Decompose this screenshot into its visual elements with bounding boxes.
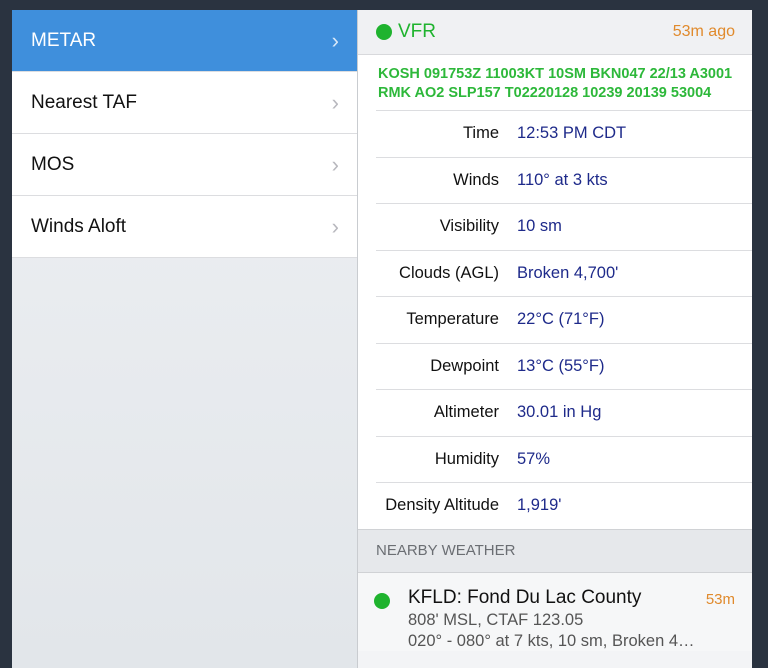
nearby-title: KFLD: Fond Du Lac County <box>408 586 642 608</box>
detail-value: 10 sm <box>517 217 562 236</box>
vfr-status-dot-icon <box>376 24 392 40</box>
detail-label: Time <box>462 124 499 143</box>
detail-label: Temperature <box>406 310 499 329</box>
detail-value: 13°C (55°F) <box>517 356 605 375</box>
nearby-weather-heading: NEARBY WEATHER <box>358 528 752 573</box>
sidebar: METAR › Nearest TAF › MOS › Winds Aloft › <box>12 10 357 668</box>
nearby-info: 808' MSL, CTAF 123.05 <box>408 610 584 629</box>
detail-row: Humidity 57% <box>376 435 752 483</box>
detail-value: 110° at 3 kts <box>517 170 608 189</box>
detail-row: Time 12:53 PM CDT <box>376 110 752 157</box>
detail-value: Broken 4,700' <box>517 263 619 282</box>
metar-details: Time 12:53 PM CDT Winds 110° at 3 kts Visibi… <box>358 110 752 529</box>
detail-value: 12:53 PM CDT <box>517 124 627 143</box>
menu-item-nearest-taf[interactable]: Nearest TAF › <box>12 72 357 134</box>
detail-row: Winds 110° at 3 kts <box>376 156 752 204</box>
detail-value: 57% <box>517 449 551 468</box>
detail-label: Density Altitude <box>385 496 499 515</box>
detail-label: Humidity <box>434 449 499 468</box>
menu-item-label: METAR <box>31 29 97 51</box>
menu-item-mos[interactable]: MOS › <box>12 134 357 196</box>
nearby-age: 53m <box>705 590 735 608</box>
detail-label: Clouds (AGL) <box>399 263 499 282</box>
chevron-right-icon: › <box>331 152 339 177</box>
chevron-right-icon: › <box>331 90 339 115</box>
detail-row: Dewpoint 13°C (55°F) <box>376 342 752 390</box>
detail-value: 22°C (71°F) <box>517 310 605 329</box>
report-age: 53m ago <box>672 23 735 40</box>
detail-value: 30.01 in Hg <box>517 403 602 422</box>
detail-row: Altimeter 30.01 in Hg <box>376 389 752 436</box>
detail-row: Density Altitude 1,919' <box>376 482 752 529</box>
menu-item-label: Nearest TAF <box>31 91 137 113</box>
detail-label: Dewpoint <box>430 356 499 375</box>
metar-panel: VFR 53m ago KOSH 091753Z 11003KT 10SM BK… <box>357 10 752 668</box>
raw-metar: KOSH 091753Z 11003KT 10SM BKN047 22/13 A… <box>358 55 752 110</box>
detail-row: Visibility 10 sm <box>376 203 752 250</box>
detail-row: Temperature 22°C (71°F) <box>376 296 752 343</box>
vfr-status-dot-icon <box>374 592 390 609</box>
detail-value: 1,919' <box>517 496 562 515</box>
screen: METAR › Nearest TAF › MOS › Winds Aloft › VFR 5… <box>12 10 752 668</box>
menu-item-label: Winds Aloft <box>31 215 127 237</box>
chevron-right-icon: › <box>331 28 339 53</box>
nearby-item[interactable]: KFLD: Fond Du Lac County 53m 808' MSL, C… <box>358 572 752 651</box>
metar-header: VFR 53m ago <box>358 10 752 55</box>
flight-category: VFR <box>398 21 436 42</box>
chevron-right-icon: › <box>331 214 339 239</box>
menu-item-metar[interactable]: METAR › <box>12 10 357 72</box>
detail-row: Clouds (AGL) Broken 4,700' <box>376 249 752 297</box>
detail-label: Winds <box>453 170 499 189</box>
menu-item-label: MOS <box>31 153 75 175</box>
menu-item-winds-aloft[interactable]: Winds Aloft › <box>12 196 357 258</box>
detail-label: Visibility <box>439 217 499 236</box>
detail-label: Altimeter <box>433 403 499 422</box>
nearby-conditions: 020° - 080° at 7 kts, 10 sm, Broken 4… <box>408 631 695 650</box>
